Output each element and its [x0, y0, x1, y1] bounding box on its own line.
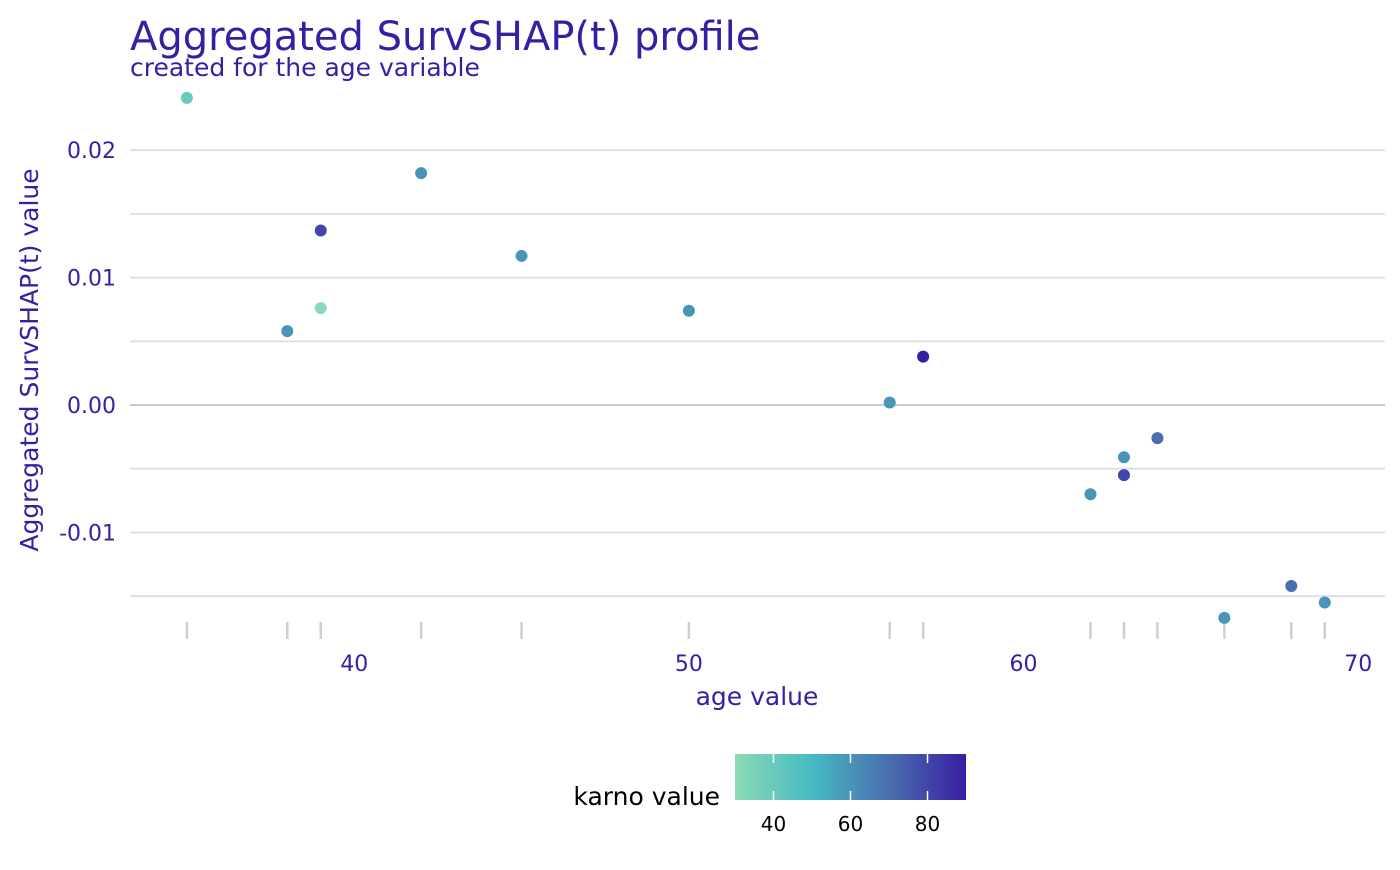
- points-layer: [180, 91, 1331, 624]
- data-point: [917, 350, 930, 363]
- rug-layer: [185, 622, 1327, 639]
- data-point: [883, 396, 896, 409]
- x-axis-label: age value: [696, 682, 819, 711]
- color-legend: karno value 40 60 80: [573, 754, 966, 836]
- data-point: [415, 167, 428, 180]
- data-point: [1117, 451, 1130, 464]
- y-tick-label: 0.01: [67, 267, 116, 292]
- y-tick-label: -0.01: [59, 521, 116, 546]
- data-point: [180, 91, 193, 104]
- y-tick-label: 0.00: [67, 394, 116, 419]
- y-tick-label: 0.02: [67, 139, 116, 164]
- x-tick-label: 70: [1344, 652, 1372, 677]
- data-point: [314, 224, 327, 237]
- chart-subtitle: created for the age variable: [130, 53, 480, 82]
- data-point: [1285, 579, 1298, 592]
- legend-tick-label: 40: [761, 812, 786, 836]
- data-point: [1218, 611, 1231, 624]
- data-point: [682, 304, 695, 317]
- chart-title: Aggregated SurvSHAP(t) profile: [130, 14, 760, 60]
- data-point: [1318, 596, 1331, 609]
- y-axis-label: Aggregated SurvSHAP(t) value: [15, 168, 44, 551]
- legend-tick-label: 80: [915, 812, 940, 836]
- data-point: [1151, 432, 1164, 445]
- legend-title: karno value: [573, 782, 720, 811]
- data-point: [314, 302, 327, 315]
- legend-ticks: 40 60 80: [761, 754, 940, 836]
- data-point: [515, 249, 528, 262]
- y-tick-labels: -0.01 0.00 0.01 0.02: [59, 139, 116, 546]
- x-tick-label: 40: [340, 652, 368, 677]
- x-tick-label: 60: [1010, 652, 1038, 677]
- x-tick-labels: 40 50 60 70: [340, 652, 1372, 677]
- data-point: [1117, 469, 1130, 482]
- legend-tick-label: 60: [838, 812, 863, 836]
- grid-layer: [130, 149, 1385, 598]
- data-point: [1084, 488, 1097, 501]
- data-point: [281, 325, 294, 338]
- x-tick-label: 50: [675, 652, 703, 677]
